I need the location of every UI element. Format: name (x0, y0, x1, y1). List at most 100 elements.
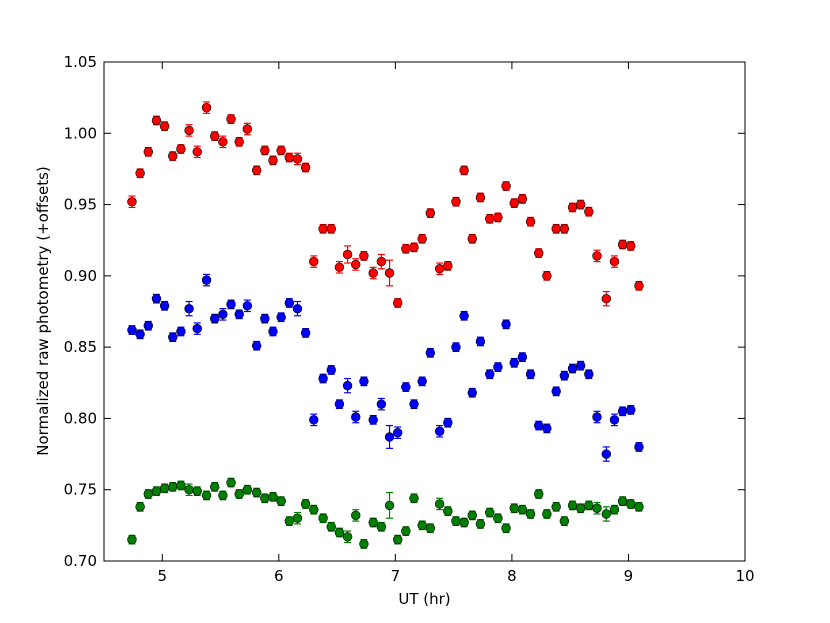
marker (401, 526, 411, 536)
marker (242, 301, 253, 311)
marker (509, 503, 519, 513)
marker (184, 485, 194, 495)
marker (626, 499, 636, 509)
marker (334, 262, 345, 273)
data-point (218, 308, 228, 321)
x-tick-label: 6 (274, 567, 284, 585)
data-point (276, 496, 286, 506)
marker (268, 155, 278, 166)
marker (459, 165, 469, 176)
marker (443, 418, 453, 428)
series-2 (127, 477, 644, 549)
data-point (251, 340, 262, 351)
marker (260, 493, 270, 503)
data-point (260, 313, 270, 324)
marker (135, 168, 145, 178)
marker (176, 480, 186, 491)
marker (242, 485, 253, 495)
marker (493, 362, 503, 372)
marker (517, 504, 528, 515)
data-point (617, 239, 628, 250)
data-point (384, 491, 395, 519)
marker (501, 181, 511, 191)
data-point (517, 352, 528, 362)
data-point (542, 423, 552, 434)
data-point (210, 481, 220, 492)
marker (609, 415, 620, 425)
data-point (392, 298, 403, 308)
marker (309, 256, 319, 267)
marker (318, 373, 328, 384)
marker (617, 406, 628, 416)
marker (517, 352, 528, 362)
marker (592, 503, 602, 513)
data-point (567, 500, 578, 511)
data-point (168, 481, 178, 492)
data-point (501, 523, 511, 534)
marker (601, 293, 612, 304)
data-point (226, 477, 236, 488)
marker (443, 506, 453, 516)
data-point (592, 501, 602, 515)
marker (284, 516, 295, 526)
data-point (425, 523, 436, 534)
data-point (268, 326, 278, 337)
data-point (334, 261, 345, 274)
marker (201, 102, 212, 113)
marker (376, 399, 387, 409)
marker (292, 513, 303, 523)
data-point (309, 504, 319, 515)
data-point (242, 299, 253, 313)
marker (409, 399, 419, 409)
data-point (368, 266, 378, 280)
data-point (300, 328, 311, 338)
data-point (443, 506, 453, 516)
data-point (334, 527, 345, 538)
data-point (551, 223, 561, 234)
marker (127, 325, 137, 335)
data-point (276, 145, 286, 156)
x-tick-label: 7 (391, 567, 401, 585)
marker (409, 242, 419, 253)
marker (351, 259, 361, 270)
x-tick-label: 10 (735, 567, 754, 585)
data-point (192, 322, 202, 335)
marker (534, 248, 544, 258)
data-point (443, 417, 453, 428)
data-point (401, 526, 411, 536)
data-point (575, 503, 586, 514)
data-point (260, 145, 270, 156)
marker (384, 500, 395, 511)
data-point (376, 397, 387, 411)
marker (475, 519, 486, 529)
data-point (260, 493, 270, 504)
marker (451, 342, 461, 352)
marker (584, 500, 594, 511)
marker (509, 198, 519, 208)
data-point (318, 223, 328, 234)
marker (409, 493, 419, 503)
marker (192, 323, 202, 334)
marker (626, 241, 636, 251)
x-tick-label: 8 (507, 567, 517, 585)
data-point (226, 299, 236, 310)
marker (284, 152, 295, 163)
marker (251, 341, 262, 351)
data-point (284, 152, 295, 163)
data-marks (127, 101, 644, 549)
data-point (318, 513, 328, 524)
data-point (509, 198, 519, 209)
marker (525, 216, 536, 227)
marker (127, 534, 137, 545)
data-point (359, 539, 369, 549)
data-point (392, 426, 403, 439)
marker (143, 147, 153, 157)
data-point (292, 511, 303, 525)
data-point (401, 243, 411, 254)
marker (334, 527, 345, 538)
marker (475, 192, 486, 203)
marker (425, 348, 436, 358)
data-point (534, 420, 544, 431)
data-point (409, 493, 419, 504)
data-point (368, 414, 378, 425)
